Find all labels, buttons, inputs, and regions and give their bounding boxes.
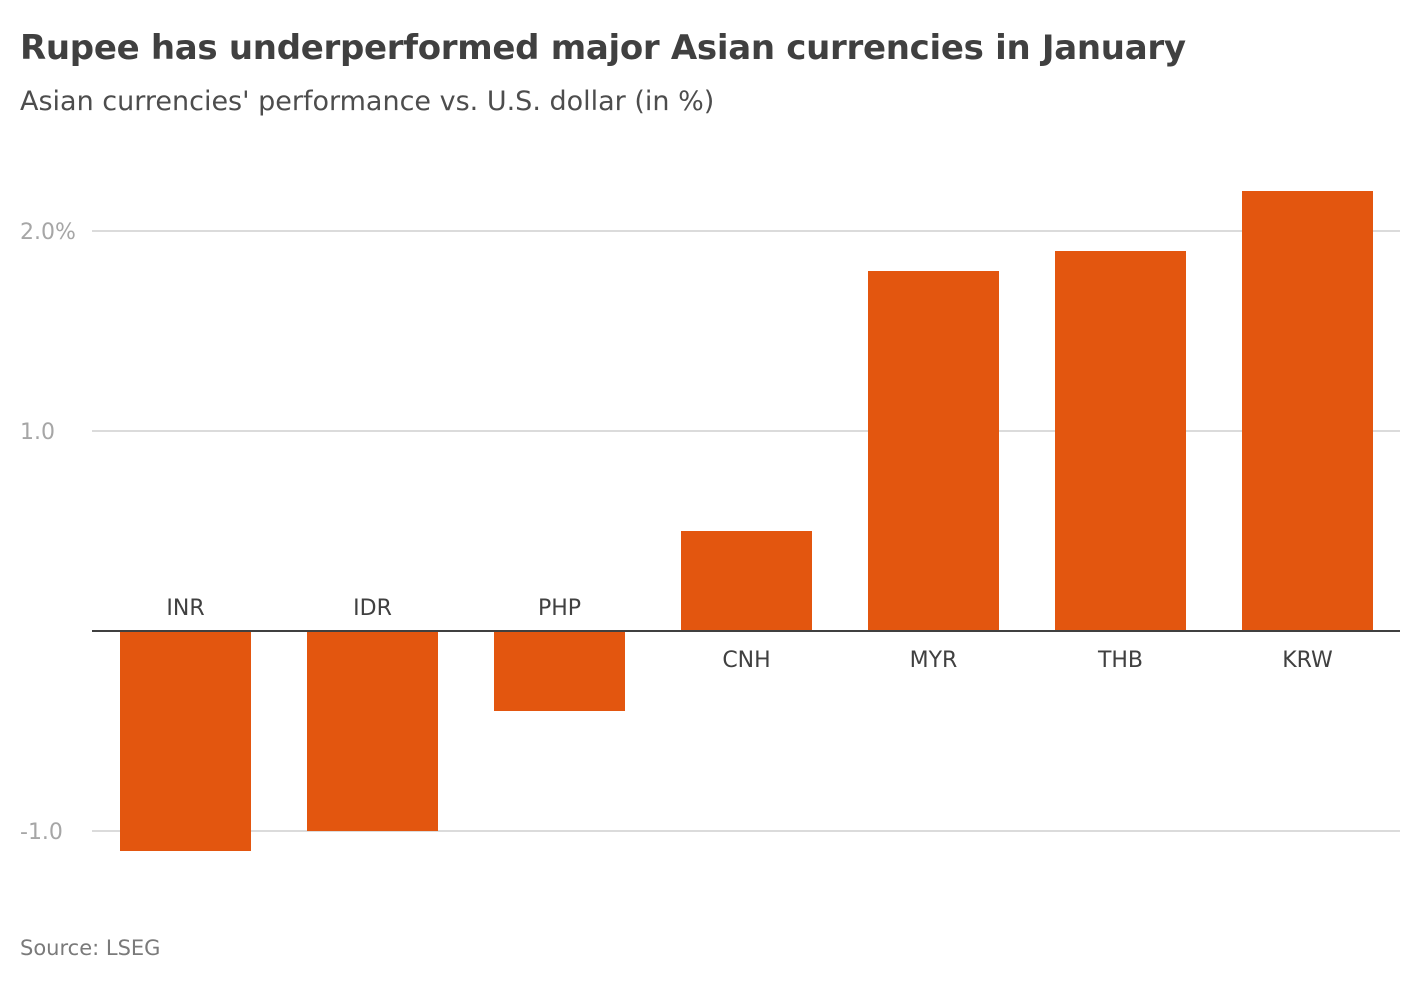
bar-cnh — [681, 531, 812, 631]
bar-php — [494, 631, 625, 711]
bar-idr — [307, 631, 438, 831]
y-tick-label: 1.0 — [20, 420, 55, 445]
bar-krw — [1242, 191, 1373, 631]
chart-subtitle: Asian currencies' performance vs. U.S. d… — [20, 86, 715, 117]
category-label: CNH — [722, 648, 770, 673]
bars — [120, 191, 1373, 851]
bar-myr — [868, 271, 999, 631]
y-tick-label: 2.0% — [20, 220, 76, 245]
category-label: PHP — [538, 596, 581, 621]
category-label: THB — [1097, 648, 1143, 673]
category-label: INR — [166, 596, 204, 621]
y-axis-ticks: -1.0 1.0 2.0% — [20, 220, 76, 845]
category-labels: INR IDR PHP CNH MYR THB KRW — [166, 596, 1333, 673]
bar-inr — [120, 631, 251, 851]
category-label: KRW — [1282, 648, 1333, 673]
category-label: IDR — [353, 596, 392, 621]
category-label: MYR — [910, 648, 958, 673]
source-note: Source: LSEG — [20, 936, 161, 960]
y-tick-label: -1.0 — [20, 820, 63, 845]
bar-thb — [1055, 251, 1186, 631]
chart-title: Rupee has underperformed major Asian cur… — [20, 28, 1186, 68]
